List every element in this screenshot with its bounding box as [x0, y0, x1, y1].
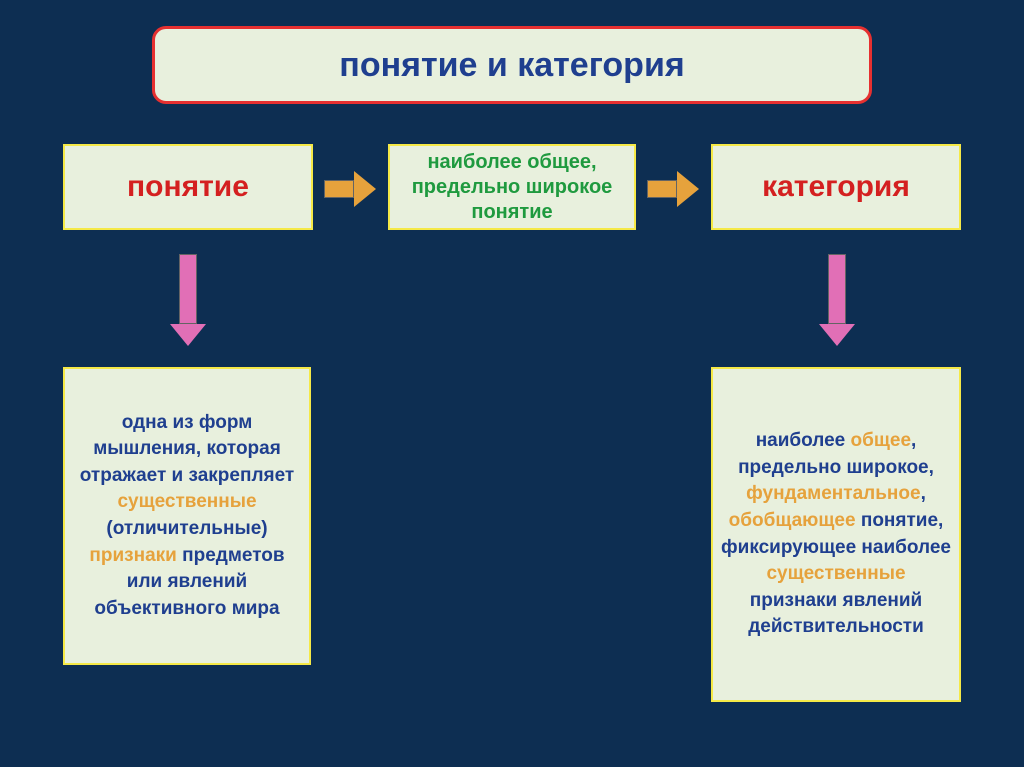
mid-label-box: наиболее общее, предельно широкое поняти… [388, 144, 636, 230]
left-label-text: понятие [127, 170, 249, 204]
right-desc-box: наиболее общее, предельно широкое, фунда… [711, 367, 961, 702]
arrow-right-icon [324, 171, 376, 207]
right-label-text: категория [762, 170, 910, 204]
arrow-down-icon [819, 254, 855, 346]
left-label-box: понятие [63, 144, 313, 230]
left-desc-box: одна из форм мышления, которая отражает … [63, 367, 311, 665]
right-desc-text: наиболее общее, предельно широкое, фунда… [721, 428, 951, 641]
right-label-box: категория [711, 144, 961, 230]
title-text: понятие и категория [339, 46, 684, 85]
title-box: понятие и категория [152, 26, 872, 104]
arrow-right-icon [647, 171, 699, 207]
left-desc-text: одна из форм мышления, которая отражает … [73, 410, 301, 623]
arrow-down-icon [170, 254, 206, 346]
mid-label-text: наиболее общее, предельно широкое поняти… [398, 150, 626, 225]
